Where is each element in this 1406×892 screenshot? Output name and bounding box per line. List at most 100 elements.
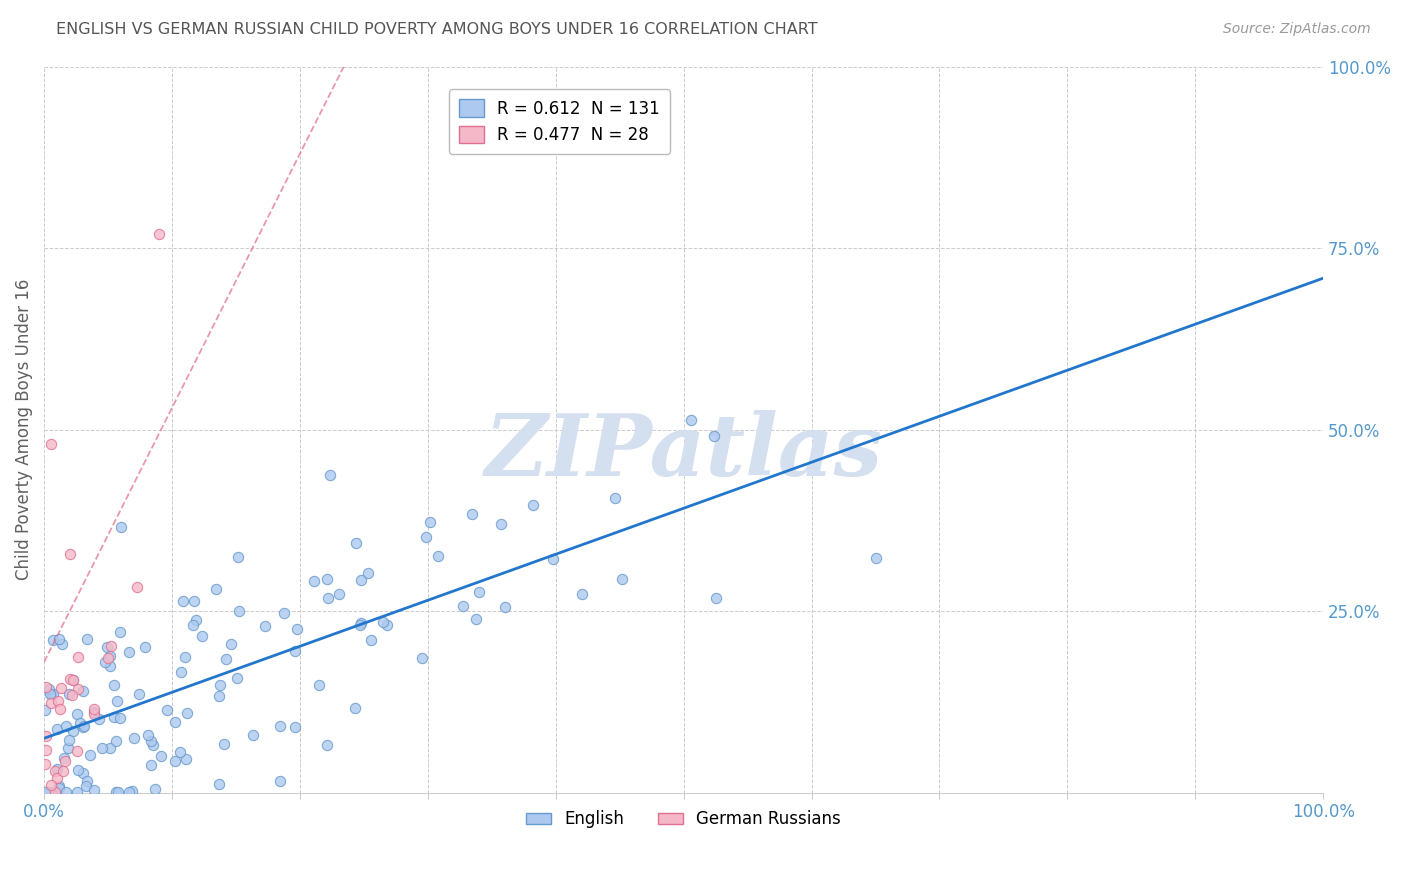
Point [45, 771, 67, 785]
Point [284, 644, 307, 658]
Point [48, 780, 70, 795]
Point [56, 741, 79, 756]
Point [181, 617, 204, 632]
Point [571, 587, 593, 601]
Point [34, 757, 56, 772]
Point [105, 694, 128, 708]
Point [174, 650, 197, 665]
Point [42, 633, 65, 648]
Point [346, 535, 368, 549]
Point [121, 784, 143, 798]
Point [148, 227, 170, 241]
Point [83, 702, 105, 716]
Point [52, 751, 75, 765]
Point [284, 720, 307, 734]
Point [209, 678, 232, 692]
Point [35, 729, 58, 743]
Point [350, 615, 373, 630]
Point [42, 687, 65, 701]
Point [108, 624, 131, 639]
Point [62, 673, 84, 687]
Point [103, 710, 125, 724]
Point [98, 740, 121, 755]
Point [48, 780, 70, 794]
Point [134, 640, 156, 655]
Point [163, 714, 186, 729]
Point [315, 572, 337, 586]
Point [45, 785, 67, 799]
Point [350, 573, 373, 587]
Point [60, 688, 83, 702]
Point [269, 718, 291, 732]
Point [139, 757, 162, 772]
Point [44, 764, 66, 779]
Point [48, 632, 70, 647]
Point [316, 739, 339, 753]
Point [679, 413, 702, 427]
Point [122, 731, 145, 746]
Point [104, 785, 127, 799]
Point [59, 547, 82, 561]
Point [62, 723, 84, 738]
Point [228, 604, 250, 618]
Point [97, 651, 120, 665]
Point [183, 594, 205, 608]
Point [349, 617, 371, 632]
Point [65, 744, 87, 758]
Point [451, 599, 474, 613]
Point [94, 655, 117, 669]
Point [98, 649, 121, 664]
Point [66, 649, 89, 664]
Point [108, 711, 131, 725]
Point [174, 752, 197, 766]
Point [110, 520, 132, 534]
Point [45, 722, 67, 736]
Point [208, 689, 231, 703]
Point [467, 584, 489, 599]
Point [375, 618, 398, 632]
Point [62, 673, 84, 687]
Point [343, 701, 366, 715]
Point [610, 572, 633, 586]
Point [79, 747, 101, 762]
Point [100, 658, 122, 673]
Point [73, 719, 96, 733]
Point [35, 742, 58, 756]
Point [128, 687, 150, 701]
Point [53, 754, 76, 768]
Point [215, 652, 238, 666]
Point [107, 785, 129, 799]
Point [96, 640, 118, 655]
Point [58, 688, 80, 702]
Point [285, 622, 308, 636]
Point [39, 687, 62, 701]
Point [127, 581, 149, 595]
Point [191, 629, 214, 643]
Point [38, 681, 60, 696]
Point [46, 762, 69, 776]
Point [165, 755, 187, 769]
Point [304, 574, 326, 589]
Point [39, 696, 62, 710]
Point [83, 706, 105, 720]
Point [66, 764, 89, 778]
Point [37, 785, 59, 799]
Text: Source: ZipAtlas.com: Source: ZipAtlas.com [1223, 22, 1371, 37]
Point [103, 677, 125, 691]
Point [55, 719, 77, 733]
Point [104, 734, 127, 748]
Point [415, 530, 437, 544]
Point [83, 707, 105, 722]
Point [176, 706, 198, 720]
Point [360, 632, 382, 647]
Point [52, 764, 75, 778]
Point [136, 728, 159, 742]
Point [39, 687, 62, 701]
Point [118, 785, 141, 799]
Y-axis label: Child Poverty Among Boys Under 16: Child Poverty Among Boys Under 16 [15, 279, 32, 581]
Point [494, 599, 516, 614]
Point [39, 437, 62, 451]
Point [67, 682, 90, 697]
Point [89, 712, 111, 726]
Point [49, 702, 72, 716]
